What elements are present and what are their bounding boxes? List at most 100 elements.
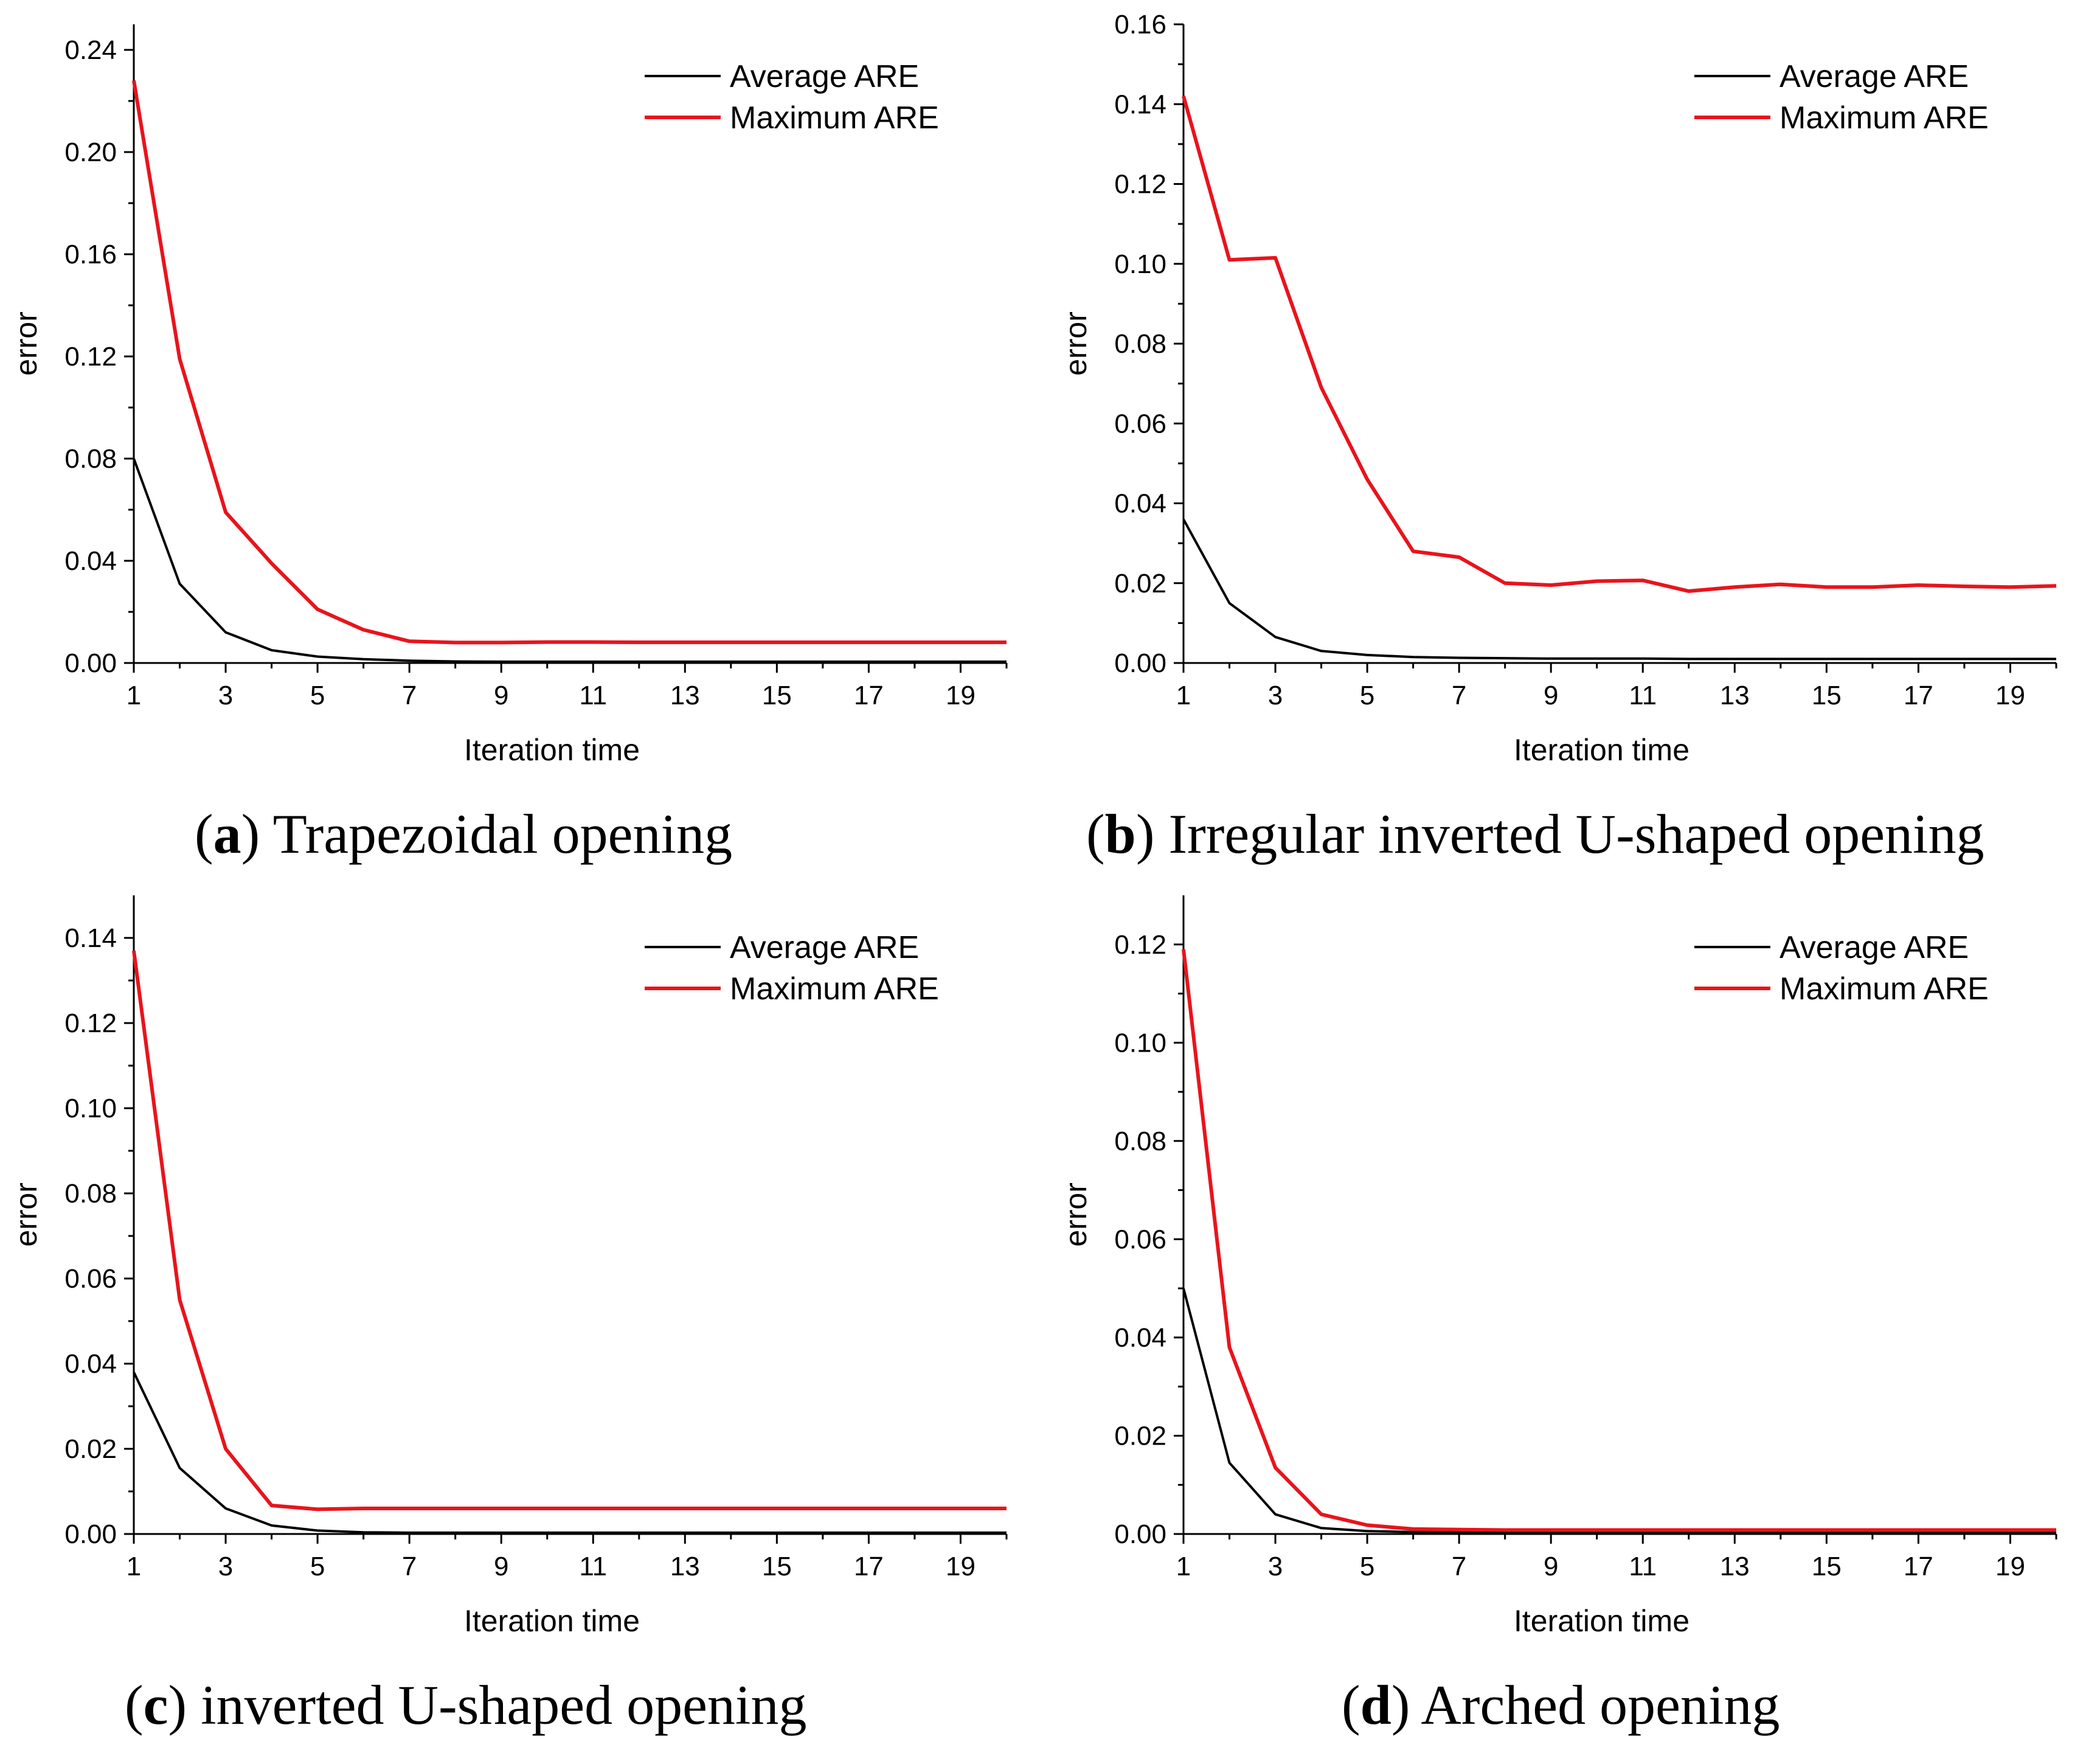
y-tick-label-c-7: 0.14 [64, 923, 117, 953]
x-tick-label-c-3: 3 [218, 1552, 233, 1581]
y-tick-label-c-2: 0.04 [64, 1349, 117, 1379]
y-tick-label-b-8: 0.16 [1114, 10, 1166, 40]
y-tick-label-c-6: 0.12 [64, 1008, 117, 1038]
x-tick-label-b-3: 3 [1268, 681, 1283, 710]
legend-label-b-1: Maximum ARE [1779, 100, 1989, 136]
x-tick-label-d-19: 19 [1995, 1552, 2025, 1581]
x-tick-label-c-7: 7 [402, 1552, 417, 1581]
x-tick-label-a-7: 7 [402, 681, 417, 710]
legend-label-d-1: Maximum ARE [1779, 971, 1989, 1007]
x-tick-label-a-5: 5 [310, 681, 325, 710]
x-tick-label-c-19: 19 [946, 1552, 975, 1581]
x-tick-label-a-1: 1 [126, 681, 141, 710]
series-line-b-average-are [1182, 518, 2056, 661]
y-tick-label-b-4: 0.08 [1114, 329, 1166, 359]
y-tick-label-d-4: 0.08 [1114, 1126, 1166, 1156]
legend-label-a-1: Maximum ARE [730, 100, 939, 136]
caption-a-text: Trapezoidal opening [272, 803, 733, 865]
y-tick-label-c-5: 0.10 [64, 1094, 117, 1123]
y-tick-label-a-5: 0.20 [64, 137, 117, 167]
x-tick-label-a-3: 3 [218, 681, 233, 710]
legend-label-a-0: Average ARE [730, 59, 919, 94]
caption-a-letter: a [213, 803, 241, 865]
x-tick-label-b-13: 13 [1720, 681, 1750, 710]
caption-d-letter: d [1360, 1674, 1391, 1736]
y-axis-title-b: error [1059, 311, 1093, 376]
y-tick-label-c-1: 0.02 [64, 1434, 117, 1464]
x-tick-label-b-5: 5 [1360, 681, 1374, 710]
series-line-a-average-are [133, 458, 1007, 663]
chart-d-svg: 0.000.020.040.060.080.100.121 3 5 7 9 11 13 15 1… [1059, 895, 2057, 1638]
y-tick-label-a-0: 0.00 [64, 648, 117, 678]
y-tick-label-b-6: 0.12 [1114, 170, 1166, 200]
y-tick-label-b-5: 0.10 [1114, 249, 1166, 279]
y-tick-label-b-0: 0.00 [1114, 648, 1166, 678]
y-tick-label-c-0: 0.00 [64, 1519, 117, 1549]
x-tick-label-a-15: 15 [762, 681, 792, 710]
caption-b-text: Irregular inverted U-shaped opening [1168, 803, 1984, 865]
y-tick-label-a-4: 0.16 [64, 240, 117, 269]
x-tick-label-b-19: 19 [1995, 681, 2025, 710]
y-tick-label-d-1: 0.02 [1114, 1421, 1166, 1451]
y-tick-label-a-3: 0.12 [64, 342, 117, 372]
y-axis-title-d: error [1059, 1182, 1093, 1247]
legend-label-c-1: Maximum ARE [730, 971, 939, 1007]
y-tick-label-d-6: 0.12 [1114, 930, 1166, 960]
y-tick-label-c-3: 0.06 [64, 1264, 117, 1294]
legend-label-c-0: Average ARE [730, 930, 919, 965]
y-tick-label-b-7: 0.14 [1114, 89, 1166, 119]
series-line-c-maximum-are [132, 950, 1007, 1511]
y-tick-label-d-0: 0.00 [1114, 1519, 1166, 1549]
x-tick-label-d-1: 1 [1176, 1552, 1191, 1581]
chart-c-svg: 0.000.020.040.060.080.100.120.141 3 5 7 9 11 1… [9, 895, 1008, 1638]
chart-panel-b: 0.00 0.02 0.04 0.06 0.08 0.10 0.12 0.14 0.16 1 3 5 7… [1050, 0, 2099, 871]
x-tick-label-d-15: 15 [1812, 1552, 1842, 1581]
x-tick-label-d-17: 17 [1904, 1552, 1933, 1581]
y-axis-title-a: error [9, 311, 43, 376]
x-tick-label-b-11: 11 [1629, 681, 1657, 710]
x-tick-label-b-17: 17 [1904, 681, 1933, 710]
series-line-b-maximum-are [1182, 95, 2057, 593]
x-tick-label-c-11: 11 [579, 1552, 607, 1581]
x-tick-label-d-3: 3 [1268, 1552, 1283, 1581]
y-tick-label-c-4: 0.08 [64, 1179, 117, 1209]
x-tick-label-a-17: 17 [854, 681, 884, 710]
caption-c-letter: c [143, 1674, 168, 1736]
x-tick-label-b-15: 15 [1812, 681, 1842, 710]
chart-a-svg: 0.000.040.080.120.160.200.241 3 5 7 9 11 13 15 1… [9, 24, 1008, 767]
x-tick-label-d-13: 13 [1720, 1552, 1750, 1581]
caption-b: (b) Irregular inverted U-shaped opening [1086, 803, 1984, 865]
chart-b-svg: 0.000.020.040.060.080.100.120.140.161 3 5 7… [1059, 10, 2057, 767]
legend-label-b-0: Average ARE [1779, 59, 1969, 94]
caption-d: (d) Arched opening [1342, 1674, 1780, 1736]
x-axis-title-a: Iteration time [464, 733, 640, 767]
x-tick-label-a-11: 11 [579, 681, 607, 710]
chart-panel-a: 0.00 0.04 0.08 0.12 0.16 0.20 0.24 1 3 5 7 9 11 13 15 1… [0, 0, 1050, 871]
x-tick-label-d-11: 11 [1629, 1552, 1657, 1581]
y-tick-label-a-2: 0.08 [64, 444, 117, 474]
x-axis-title-c: Iteration time [464, 1604, 640, 1638]
x-tick-label-c-5: 5 [310, 1552, 325, 1581]
series-line-d-average-are [1182, 1288, 2056, 1534]
x-tick-label-a-19: 19 [946, 681, 975, 710]
x-tick-label-d-9: 9 [1544, 1552, 1558, 1581]
y-tick-label-d-3: 0.06 [1114, 1224, 1166, 1254]
x-tick-label-d-7: 7 [1452, 1552, 1466, 1581]
caption-b-letter: b [1104, 803, 1136, 865]
x-tick-label-c-17: 17 [854, 1552, 884, 1581]
x-axis-title-b: Iteration time [1514, 733, 1689, 767]
series-line-d-maximum-are [1182, 949, 2056, 1532]
y-tick-label-a-6: 0.24 [64, 35, 117, 65]
x-tick-label-c-9: 9 [494, 1552, 508, 1581]
x-tick-label-a-9: 9 [494, 681, 508, 710]
chart-panel-c: 0.00 0.02 0.04 0.06 0.08 0.10 0.12 0.14 1 3 5 7 9 11 1… [0, 871, 1050, 1742]
x-tick-label-b-9: 9 [1544, 681, 1558, 710]
y-axis-title-c: error [9, 1182, 43, 1247]
x-tick-label-a-13: 13 [670, 681, 700, 710]
y-tick-label-d-2: 0.04 [1114, 1323, 1166, 1353]
y-tick-label-b-3: 0.06 [1114, 409, 1166, 439]
x-axis-title-d: Iteration time [1514, 1604, 1689, 1638]
x-tick-label-b-7: 7 [1452, 681, 1466, 710]
y-tick-label-d-5: 0.10 [1114, 1028, 1166, 1058]
x-tick-label-d-5: 5 [1360, 1552, 1374, 1581]
